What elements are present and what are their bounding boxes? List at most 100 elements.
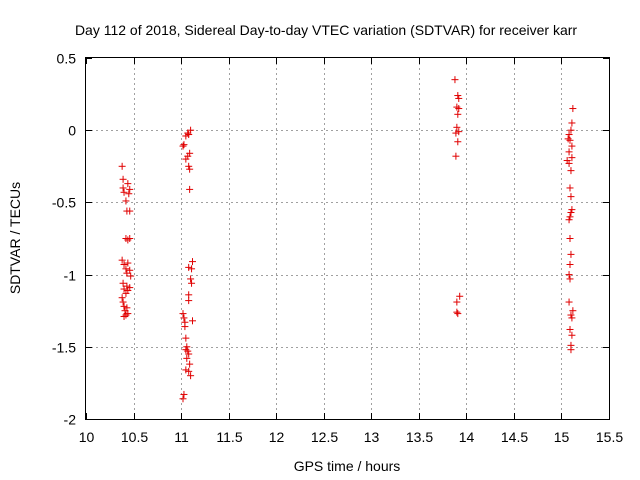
data-point-marker [185,131,193,139]
axis-ticks: 10 10.5 11 11.5 12 12.5 13 13.5 14 14.5 15 15.5 0.5 0… [52,51,623,446]
data-point-marker [120,285,128,293]
data-point-marker [456,292,464,300]
data-point-marker [569,105,577,113]
x-tick-label: 11.5 [216,429,242,445]
data-point-marker [118,162,126,170]
data-point-marker [455,128,463,136]
data-point-marker [119,175,127,183]
x-tick-label: 11 [174,429,189,445]
data-point-marker [568,331,576,339]
data-point-marker [124,236,132,244]
data-point-marker [453,308,461,316]
data-point-marker [188,279,196,287]
y-tick-label: 0.5 [57,51,77,67]
data-point-marker [568,206,576,214]
data-point-marker [123,304,131,312]
data-point-marker [122,197,130,205]
data-point-marker [188,265,196,273]
data-point-marker [566,136,574,144]
data-point-marker [120,312,128,320]
plot-frame [85,57,610,420]
data-point-marker [126,284,134,292]
data-point-marker [567,193,575,201]
data-point-marker [187,126,195,134]
data-point-marker [122,265,130,273]
data-point-marker [566,275,574,283]
data-point-marker [184,347,192,355]
data-point-marker [186,149,194,157]
data-point-marker [181,323,189,331]
data-point-marker [453,298,461,306]
data-point-marker [455,105,463,113]
data-point-marker [120,188,128,196]
data-point-marker [179,310,187,318]
data-point-marker [183,354,191,362]
y-tick-label: -2 [64,412,77,428]
data-point-marker [568,314,576,322]
data-point-marker [187,275,195,283]
data-point-marker [124,310,132,318]
y-tick-label: -1.5 [52,340,76,356]
data-point-marker [185,162,193,170]
data-point-marker [567,167,575,175]
data-point-marker [120,302,128,310]
data-points [118,76,577,403]
data-point-marker [568,119,576,127]
data-point-marker [179,395,187,403]
data-point-marker [452,129,460,137]
data-point-marker [566,325,574,333]
data-point-marker [567,311,575,319]
x-axis-label: GPS time / hours [294,458,401,474]
x-tick-label: 10 [79,429,95,445]
x-tick-label: 15 [554,429,570,445]
data-point-marker [568,154,576,162]
data-point-marker [186,165,194,173]
x-tick-label: 13.5 [406,429,433,445]
data-point-marker [123,269,131,277]
data-point-marker [180,390,188,398]
data-point-marker [118,256,126,264]
data-point-marker [187,372,195,380]
data-point-marker [185,350,193,358]
data-point-marker [455,94,463,102]
data-point-marker [565,271,573,279]
data-point-marker [119,279,127,287]
data-point-marker [566,235,574,242]
data-point-marker [454,92,462,100]
data-point-marker [185,263,193,271]
chart-title: Day 112 of 2018, Sidereal Day-to-day VTE… [75,22,577,38]
data-point-marker [185,297,193,305]
data-point-marker [127,272,135,280]
data-point-marker [567,209,575,217]
y-tick-label: -1 [64,268,77,284]
data-point-marker [565,216,573,224]
data-point-marker [180,141,188,149]
data-point-marker [565,159,573,167]
data-point-marker [186,185,194,193]
x-tick-label: 10.5 [121,429,148,445]
data-point-marker [566,260,574,268]
data-point-marker [565,131,573,139]
data-point-marker [565,148,573,156]
data-point-marker [454,110,462,118]
data-point-marker [183,343,191,351]
data-point-marker [567,250,575,258]
data-point-marker [122,311,130,319]
data-point-marker [566,184,574,192]
x-tick-label: 12 [269,429,285,445]
data-point-marker [567,346,575,354]
data-point-marker [123,282,131,290]
data-point-marker [567,126,575,134]
grid-layer [86,58,609,419]
x-tick-label: 14.5 [501,429,528,445]
x-tick-label: 14 [459,429,475,445]
data-point-marker [565,298,573,306]
data-point-marker [179,142,187,150]
x-tick-label: 13 [364,429,380,445]
data-point-marker [126,185,134,193]
data-point-marker [452,152,460,160]
data-point-marker [124,180,132,188]
data-point-marker [126,235,134,242]
data-point-marker [184,129,192,137]
